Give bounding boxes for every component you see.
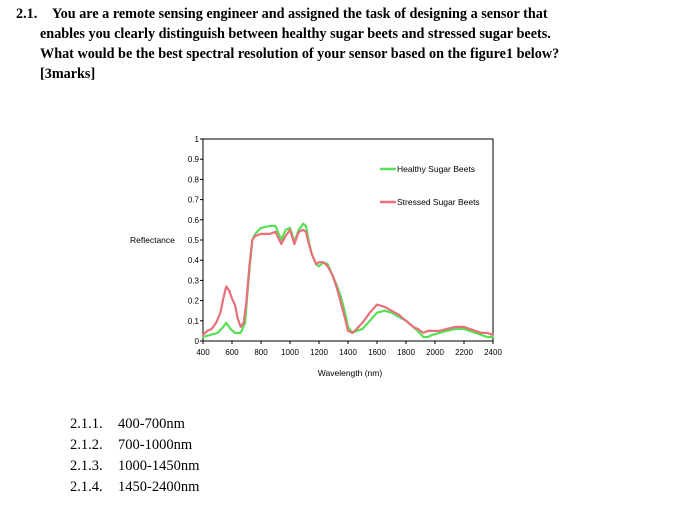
question-line-3: What would be the best spectral resoluti… bbox=[40, 46, 560, 62]
option-2[interactable]: 2.1.2. 700-1000nm bbox=[70, 437, 193, 453]
question-number: 2.1. bbox=[16, 6, 38, 22]
x-tick-label: 1000 bbox=[281, 348, 299, 357]
y-tick-label: 0.4 bbox=[188, 256, 200, 265]
option-3[interactable]: 2.1.3. 1000-1450nm bbox=[70, 458, 200, 474]
series-line-stressed bbox=[201, 228, 495, 336]
question-line-2: enables you clearly distinguish between … bbox=[40, 26, 551, 42]
x-axis: 400 600 800 1000 1200 1400 1600 1800 2000 2200 240… bbox=[196, 341, 502, 357]
question-text: 2.1. You are a remote sensing engineer an… bbox=[16, 4, 656, 84]
x-tick-label: 2400 bbox=[484, 348, 502, 357]
y-axis: 0 0.1 0.2 0.3 0.4 0.5 0.6 0.7 0.8 0.9 1 bbox=[188, 135, 203, 346]
answer-options: 2.1.1. 400-700nm 2.1.2. 700-1000nm 2.1.3. 1… bbox=[70, 414, 199, 498]
x-tick-label: 2200 bbox=[455, 348, 473, 357]
legend-label-healthy: Healthy Sugar Beets bbox=[397, 164, 475, 174]
x-tick-label: 1600 bbox=[368, 348, 386, 357]
option-1[interactable]: 2.1.1. 400-700nm bbox=[70, 416, 185, 432]
x-tick-label: 600 bbox=[225, 348, 239, 357]
y-tick-label: 0.9 bbox=[188, 155, 200, 164]
y-tick-label: 0.2 bbox=[188, 297, 200, 306]
x-tick-label: 1800 bbox=[397, 348, 415, 357]
legend-label-stressed: Stressed Sugar Beets bbox=[397, 197, 480, 207]
legend: Healthy Sugar Beets Stressed Sugar Beets bbox=[380, 164, 480, 207]
y-tick-label: 0 bbox=[195, 337, 200, 346]
series-line-healthy bbox=[201, 222, 495, 339]
question-line-1: 2.1. You are a remote sensing engineer an… bbox=[16, 6, 548, 22]
y-axis-label: Reflectance bbox=[130, 235, 175, 245]
option-4[interactable]: 2.1.4. 1450-2400nm bbox=[70, 479, 200, 495]
y-tick-label: 0.7 bbox=[188, 196, 200, 205]
y-tick-label: 1 bbox=[195, 135, 200, 144]
x-tick-label: 1400 bbox=[339, 348, 357, 357]
x-tick-label: 800 bbox=[254, 348, 268, 357]
y-tick-label: 0.3 bbox=[188, 276, 200, 285]
x-tick-label: 2000 bbox=[426, 348, 444, 357]
x-axis-label: Wavelength (nm) bbox=[318, 368, 383, 378]
question-marks: [3marks] bbox=[40, 66, 96, 82]
series-lines bbox=[201, 222, 495, 339]
x-tick-label: 1200 bbox=[310, 348, 328, 357]
y-tick-label: 0.6 bbox=[188, 216, 200, 225]
y-tick-label: 0.1 bbox=[188, 317, 200, 326]
y-tick-label: 0.5 bbox=[188, 236, 200, 245]
x-tick-label: 400 bbox=[196, 348, 210, 357]
y-tick-label: 0.8 bbox=[188, 175, 200, 184]
